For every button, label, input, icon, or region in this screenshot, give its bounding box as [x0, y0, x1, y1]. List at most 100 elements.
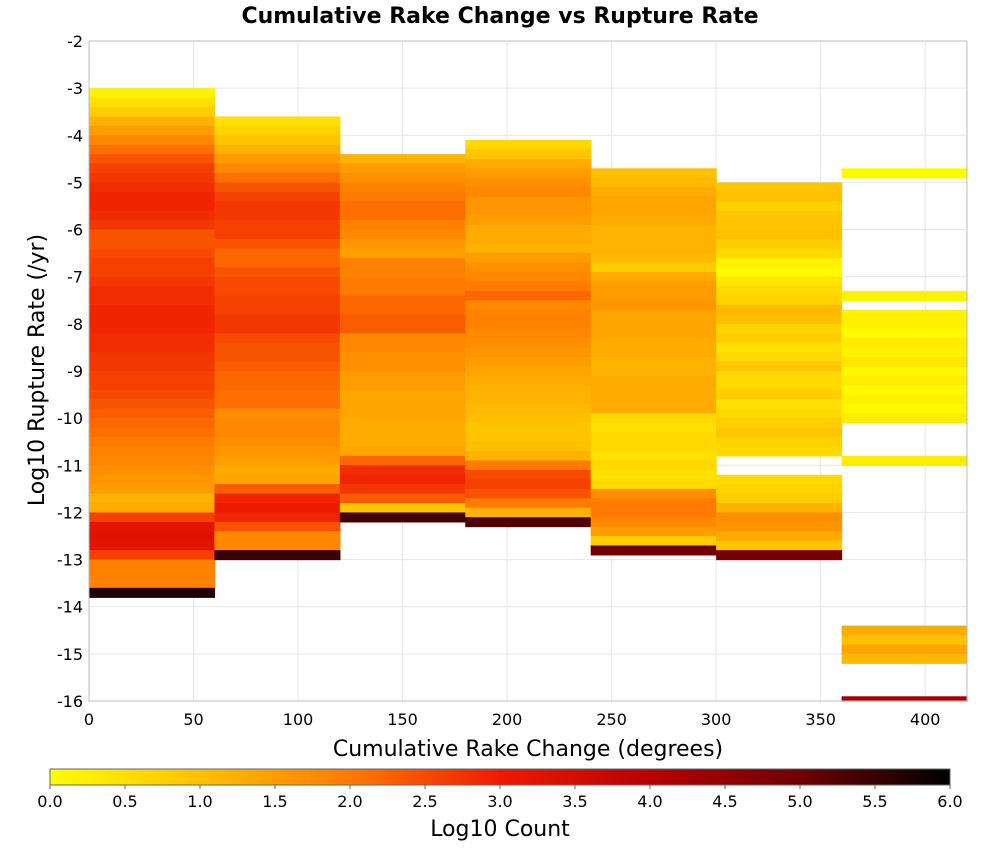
- heatmap-cell: [716, 418, 843, 429]
- heatmap-cell: [214, 210, 341, 221]
- heatmap-cell: [716, 182, 843, 193]
- x-tick-label: 100: [283, 710, 314, 729]
- heatmap-cell: [465, 338, 592, 349]
- y-axis-label: Log10 Rupture Rate (/yr): [25, 234, 50, 506]
- heatmap-cell: [465, 441, 592, 452]
- heatmap-cell: [465, 158, 592, 169]
- heatmap-cell: [214, 465, 341, 476]
- heatmap-cell: [465, 168, 592, 179]
- y-tick-label: -10: [57, 409, 83, 428]
- heatmap-cell: [465, 517, 592, 528]
- heatmap-cell: [716, 314, 843, 325]
- heatmap-cell: [214, 427, 341, 438]
- heatmap-cell: [590, 243, 717, 254]
- heatmap-cell: [716, 446, 843, 457]
- plot-frame: [88, 40, 968, 702]
- heatmap-cell: [716, 342, 843, 353]
- colorbar-tick-label: 1.0: [187, 792, 212, 811]
- heatmap-cell: [339, 399, 466, 410]
- x-tick-label: 0: [84, 710, 94, 729]
- heatmap-cell: [716, 333, 843, 344]
- y-tick-label: -5: [67, 173, 83, 192]
- colorbar-tick-label: 1.5: [262, 792, 287, 811]
- heatmap-cell: [214, 484, 341, 495]
- heatmap-cell: [716, 521, 843, 532]
- heatmap-cell: [590, 404, 717, 415]
- heatmap-cell: [214, 276, 341, 287]
- heatmap-cell: [214, 399, 341, 410]
- heatmap-cell: [465, 394, 592, 405]
- heatmap-cell: [89, 257, 216, 268]
- heatmap-cell: [89, 418, 216, 429]
- heatmap-cell: [89, 399, 216, 410]
- heatmap-cell: [89, 493, 216, 504]
- heatmap-cell: [89, 163, 216, 174]
- heatmap-cell: [465, 187, 592, 198]
- x-tick-label: 250: [596, 710, 627, 729]
- heatmap-cell: [590, 441, 717, 452]
- colorbar-tick-label: 0.0: [37, 792, 62, 811]
- heatmap-cell: [841, 168, 968, 179]
- heatmap-cell: [214, 191, 341, 202]
- colorbar-tick-label: 5.5: [862, 792, 887, 811]
- heatmap-cell: [841, 653, 968, 664]
- heatmap-cell: [716, 503, 843, 514]
- heatmap-cell: [465, 206, 592, 217]
- colorbar-tick-label: 2.0: [337, 792, 362, 811]
- heatmap-cell: [465, 488, 592, 499]
- y-tick-label: -13: [57, 551, 83, 570]
- heatmap-cell: [339, 201, 466, 212]
- heatmap-cell: [465, 347, 592, 358]
- heatmap-cell: [590, 536, 717, 547]
- heatmap-cell: [214, 314, 341, 325]
- heatmap-cell: [841, 328, 968, 339]
- heatmap-cell: [716, 427, 843, 438]
- heatmap-cell: [89, 371, 216, 382]
- heatmap-cell: [89, 512, 216, 523]
- heatmap-cell: [214, 163, 341, 174]
- heatmap-cell: [465, 385, 592, 396]
- heatmap-cell: [89, 125, 216, 136]
- heatmap-cell: [339, 361, 466, 372]
- heatmap-cell: [590, 177, 717, 188]
- heatmap-cell: [590, 187, 717, 198]
- heatmap-cell: [716, 239, 843, 250]
- heatmap-cell: [841, 385, 968, 396]
- heatmap-cell: [89, 474, 216, 485]
- y-tick-label: -8: [67, 315, 83, 334]
- heatmap-cell: [590, 460, 717, 471]
- y-tick-label: -6: [67, 221, 83, 240]
- heatmap-cell: [89, 389, 216, 400]
- heatmap-cell: [590, 281, 717, 292]
- heatmap-cell: [89, 569, 216, 580]
- heatmap-cell: [465, 262, 592, 273]
- heatmap-cell: [89, 503, 216, 514]
- heatmap-cell: [590, 470, 717, 481]
- y-tick-label: -7: [67, 268, 83, 287]
- colorbar: [49, 768, 951, 786]
- heatmap-cell: [339, 305, 466, 316]
- x-tick-label: 300: [701, 710, 732, 729]
- heatmap-cell: [214, 125, 341, 136]
- heatmap-cell: [465, 177, 592, 188]
- heatmap-cells: [89, 88, 968, 702]
- heatmap-cell: [590, 451, 717, 462]
- heatmap-cell: [214, 389, 341, 400]
- heatmap-cell: [89, 427, 216, 438]
- heatmap-cell: [89, 97, 216, 108]
- x-tick-label: 350: [805, 710, 836, 729]
- heatmap-cell: [214, 418, 341, 429]
- heatmap-cell: [214, 144, 341, 155]
- heatmap-cell: [465, 234, 592, 245]
- heatmap-cell: [89, 380, 216, 391]
- colorbar-ticks: 0.0 0.5 1.0 1.5 2.0 2.5 3.0 3.5 4.0 4.5 5.0 5.5 6.0: [37, 785, 963, 811]
- y-tick-label: -2: [67, 32, 83, 51]
- heatmap-cell: [89, 305, 216, 316]
- heatmap-cell: [89, 531, 216, 542]
- heatmap-cell: [841, 404, 968, 415]
- y-tick-label: -14: [57, 598, 83, 617]
- heatmap-cell: [465, 356, 592, 367]
- heatmap-cell: [89, 484, 216, 495]
- heatmap-cell: [841, 338, 968, 349]
- heatmap-cell: [465, 196, 592, 207]
